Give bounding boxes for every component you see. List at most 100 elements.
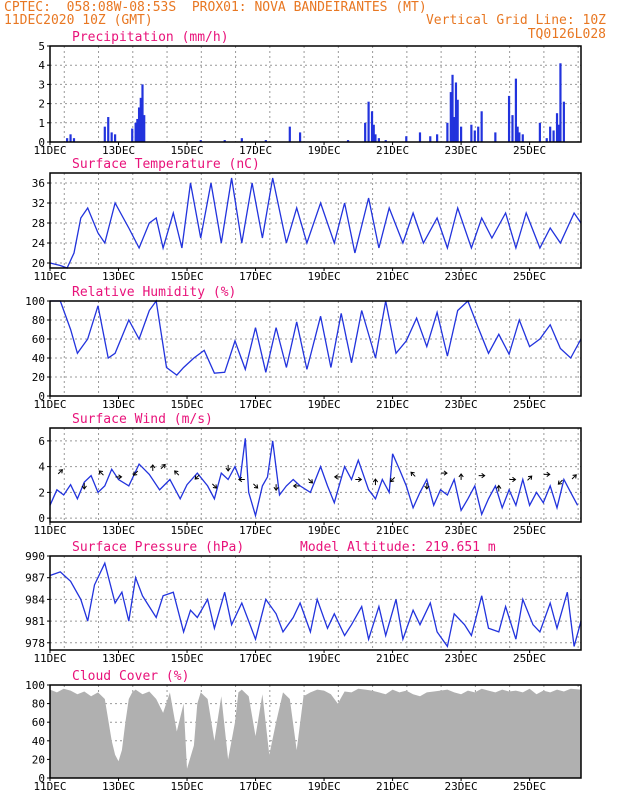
series-line bbox=[49, 561, 582, 648]
x-tick-label: 25DEC bbox=[513, 398, 546, 411]
wind-arrow bbox=[98, 470, 104, 476]
x-tick-label: 11DEC bbox=[33, 270, 66, 283]
y-tick-label: 40 bbox=[32, 735, 45, 748]
precip-bar bbox=[134, 122, 137, 142]
x-tick-label: 21DEC bbox=[376, 144, 409, 157]
wind-arrow bbox=[160, 463, 166, 470]
y-tick-label: 0 bbox=[38, 772, 45, 785]
x-tick-label: 19DEC bbox=[308, 270, 341, 283]
y-tick-label: 24 bbox=[32, 237, 46, 250]
x-tick-label: 19DEC bbox=[308, 652, 341, 665]
precip-bar bbox=[538, 122, 541, 142]
x-tick-label: 11DEC bbox=[33, 780, 66, 793]
wind-arrow bbox=[571, 474, 577, 480]
precip-bar bbox=[137, 107, 141, 142]
x-tick-label: 11DEC bbox=[33, 398, 66, 411]
y-tick-label: 4 bbox=[38, 59, 45, 72]
wind-arrow bbox=[174, 470, 180, 476]
x-tick-label: 13DEC bbox=[102, 524, 135, 537]
x-tick-label: 11DEC bbox=[33, 524, 66, 537]
precip-bar bbox=[555, 113, 559, 142]
x-tick-label: 15DEC bbox=[170, 780, 203, 793]
precip-bar bbox=[559, 63, 562, 142]
x-tick-label: 19DEC bbox=[308, 524, 341, 537]
precip-bar bbox=[480, 111, 483, 142]
y-tick-label: 5 bbox=[38, 40, 45, 53]
y-tick-label: 60 bbox=[32, 333, 45, 346]
precip-bar bbox=[562, 101, 565, 142]
panel-4: 0 2 4 6 11DEC 13DEC 15DEC 17DEC 19DEC 21DEC 23DEC 2… bbox=[33, 412, 582, 537]
x-tick-label: 17DEC bbox=[239, 144, 272, 157]
precip-bar bbox=[552, 130, 555, 142]
precip-bar bbox=[521, 134, 524, 142]
precip-bar bbox=[364, 122, 367, 142]
panel-title: Precipitation (mm/h) bbox=[72, 30, 229, 45]
precip-bar bbox=[298, 132, 302, 142]
y-tick-label: 20 bbox=[32, 257, 45, 270]
wind-arrow bbox=[496, 484, 502, 492]
header-date: 11DEC2020 10Z (GMT) bbox=[4, 13, 153, 28]
precip-bar bbox=[494, 132, 497, 142]
wind-arrow bbox=[389, 477, 396, 483]
panel-frame bbox=[49, 172, 582, 269]
precip-bar bbox=[367, 101, 370, 142]
precip-bar bbox=[143, 115, 146, 142]
x-tick-label: 21DEC bbox=[376, 780, 409, 793]
x-tick-label: 15DEC bbox=[170, 652, 203, 665]
precip-bar bbox=[139, 97, 142, 142]
wind-arrow bbox=[150, 464, 156, 471]
precip-bar bbox=[223, 140, 226, 142]
precip-bar bbox=[103, 126, 106, 142]
precip-bar bbox=[459, 126, 463, 142]
panel-5: 978 981 984 987 990 11DEC 13DEC 15DEC 17DEC 19DEC… bbox=[25, 540, 582, 665]
x-tick-label: 13DEC bbox=[102, 144, 135, 157]
x-tick-label: 19DEC bbox=[308, 780, 341, 793]
wind-arrow bbox=[225, 464, 231, 472]
precip-bar bbox=[384, 140, 387, 142]
precip-bar bbox=[507, 95, 511, 142]
y-tick-label: 990 bbox=[25, 550, 45, 563]
x-tick-label: 21DEC bbox=[376, 398, 409, 411]
precip-bar bbox=[370, 111, 374, 142]
precip-bar bbox=[69, 134, 72, 142]
wind-arrow bbox=[557, 479, 563, 485]
precip-bar bbox=[436, 134, 439, 142]
precip-bar bbox=[470, 124, 473, 142]
precip-bar bbox=[454, 82, 458, 142]
x-tick-label: 25DEC bbox=[513, 270, 546, 283]
wind-arrow bbox=[273, 484, 279, 492]
wind-arrow bbox=[132, 470, 139, 476]
y-tick-label: 20 bbox=[32, 371, 45, 384]
precip-bar bbox=[374, 134, 377, 142]
x-tick-label: 13DEC bbox=[102, 780, 135, 793]
panel-frame bbox=[49, 427, 582, 523]
y-tick-label: 6 bbox=[38, 435, 45, 448]
panel-6: 0 20 40 60 80 100 11DEC 13DEC 15DEC 17DEC 19DEC 21D… bbox=[25, 669, 582, 793]
precip-bar bbox=[141, 84, 144, 142]
x-tick-label: 23DEC bbox=[445, 144, 478, 157]
x-tick-label: 11DEC bbox=[33, 144, 66, 157]
cloud-cover-area bbox=[50, 688, 581, 778]
x-tick-label: 15DEC bbox=[170, 270, 203, 283]
wind-arrow bbox=[194, 474, 200, 480]
y-tick-label: 2 bbox=[38, 98, 45, 111]
panel-frame bbox=[49, 555, 582, 651]
x-tick-label: 23DEC bbox=[445, 398, 478, 411]
panel-2: 20 24 28 32 36 11DEC 13DEC 15DEC 17DEC 19DEC 21DEC… bbox=[32, 157, 582, 283]
panel-title: Cloud Cover (%) bbox=[72, 669, 189, 684]
precip-bar bbox=[451, 74, 454, 142]
precip-bar bbox=[372, 124, 375, 142]
y-tick-label: 100 bbox=[25, 295, 45, 308]
x-tick-label: 11DEC bbox=[33, 652, 66, 665]
precip-bar bbox=[557, 124, 560, 142]
y-tick-label: 60 bbox=[32, 716, 45, 729]
x-tick-label: 21DEC bbox=[376, 270, 409, 283]
header-model: TQ0126L028 bbox=[527, 27, 606, 42]
header-line1: CPTEC: 058:08W-08:53S PROX01: NOVA BANDE… bbox=[4, 0, 427, 15]
y-tick-label: 984 bbox=[25, 593, 45, 606]
y-tick-label: 28 bbox=[32, 217, 45, 230]
x-tick-label: 21DEC bbox=[376, 652, 409, 665]
wind-arrow bbox=[115, 474, 123, 480]
x-tick-label: 25DEC bbox=[513, 144, 546, 157]
wind-arrow bbox=[237, 476, 245, 483]
